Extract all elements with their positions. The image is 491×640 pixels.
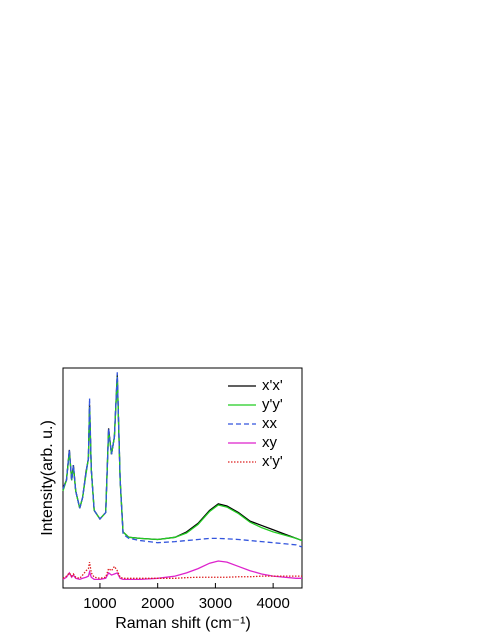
y-axis-label: Intensity(arb. u.) (39, 420, 56, 536)
x-tick-label: 1000 (83, 595, 116, 612)
series-line (62, 562, 302, 580)
x-tick-label: 4000 (256, 595, 289, 612)
legend-label: x'y' (262, 453, 283, 470)
legend-label: xy (262, 434, 278, 451)
x-axis-label: Raman shift (cm⁻¹) (115, 615, 251, 632)
x-tick-label: 2000 (141, 595, 174, 612)
legend-label: xx (262, 415, 278, 432)
series-line (62, 372, 303, 548)
x-tick-label: 3000 (199, 595, 232, 612)
series-line (62, 560, 302, 581)
legend-label: x'x' (262, 377, 283, 394)
legend-label: y'y' (262, 396, 283, 413)
plot-frame (62, 367, 303, 589)
